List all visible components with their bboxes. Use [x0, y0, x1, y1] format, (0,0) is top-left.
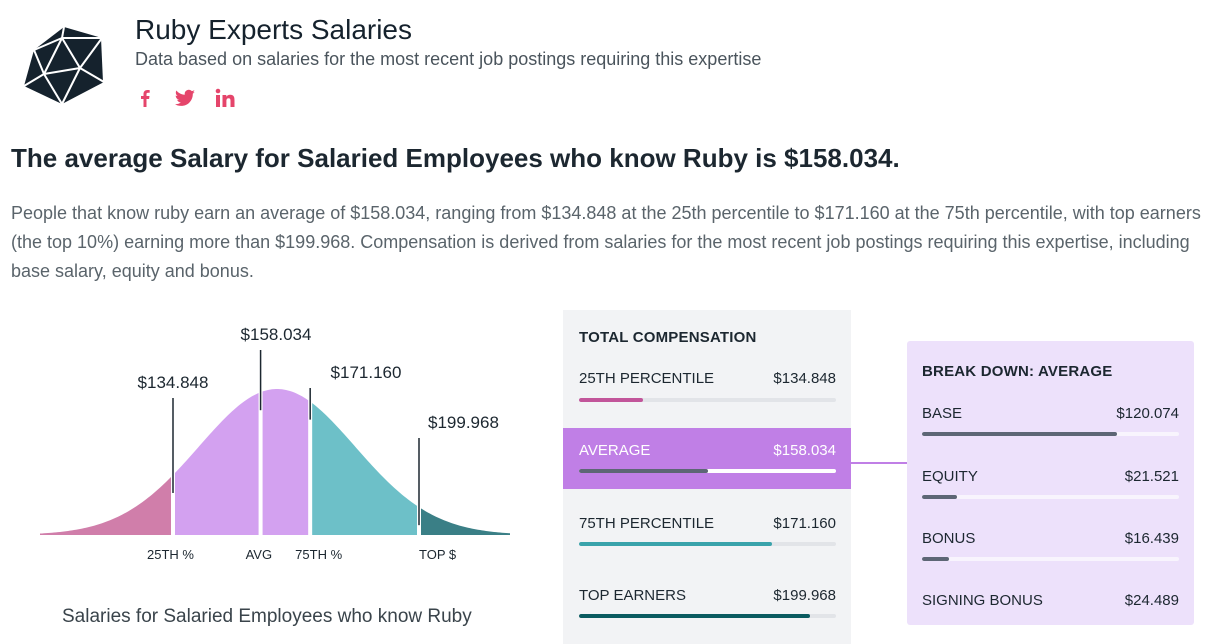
breakdown-row-label: BASE: [922, 405, 963, 422]
breakdown-row-bar-fill: [922, 557, 949, 561]
curve-segment-25th-to-75th: [173, 389, 311, 535]
curve-segment-75th-to-top: [310, 401, 419, 535]
breakdown-row-base: BASE $120.074: [907, 405, 1194, 445]
comp-row-label: 75TH PERCENTILE: [579, 515, 715, 532]
breakdown-row-bar-fill: [922, 495, 957, 499]
linkedin-icon[interactable]: [213, 86, 237, 110]
curve-segment-top: [419, 507, 510, 535]
twitter-icon[interactable]: [173, 86, 197, 110]
marker-value-label: $199.968: [428, 413, 499, 432]
comp-row-value: $171.160: [773, 515, 836, 532]
breakdown-title: BREAK DOWN: AVERAGE: [922, 363, 1113, 380]
breakdown-row-bar: [922, 432, 1179, 436]
comp-row-bar-fill: [579, 614, 811, 618]
total-compensation-panel: TOTAL COMPENSATION 25TH PERCENTILE $134.…: [563, 310, 851, 644]
breakdown-row-label: SIGNING BONUS: [922, 592, 1043, 609]
breakdown-row-bar: [922, 557, 1179, 561]
comp-row-25th-percentile[interactable]: 25TH PERCENTILE $134.848: [563, 370, 851, 430]
marker-category-label: 25TH %: [147, 547, 194, 562]
comp-row-bar-fill: [579, 469, 708, 473]
breakdown-row-signing-bonus: SIGNING BONUS $24.489: [907, 592, 1194, 632]
average-salary-headline: The average Salary for Salaried Employee…: [11, 143, 900, 173]
breakdown-row-value: $120.074: [1116, 405, 1179, 422]
page-subtitle: Data based on salaries for the most rece…: [135, 49, 762, 69]
marker-value-label: $171.160: [331, 363, 402, 382]
social-links: [133, 86, 237, 110]
breakdown-row-label: EQUITY: [922, 468, 978, 485]
salary-description: People that know ruby earn an average of…: [11, 203, 1201, 281]
marker-value-label: $158.034: [241, 325, 312, 344]
breakdown-connector: [851, 462, 908, 464]
breakdown-row-value: $16.439: [1124, 530, 1179, 547]
comp-row-bar-fill: [579, 398, 644, 402]
marker-category-label: AVG: [246, 547, 272, 562]
comp-row-bar: [579, 469, 836, 473]
breakdown-row-label: BONUS: [922, 530, 976, 547]
marker-category-label: 75TH %: [295, 547, 342, 562]
breakdown-row-equity: EQUITY $21.521: [907, 468, 1194, 508]
comp-row-75th-percentile[interactable]: 75TH PERCENTILE $171.160: [563, 515, 851, 575]
ruby-gem-icon: [22, 24, 106, 106]
comp-row-value: $199.968: [773, 587, 836, 604]
breakdown-row-value: $24.489: [1124, 592, 1179, 609]
comp-row-value: $134.848: [773, 370, 836, 387]
comp-row-label: AVERAGE: [579, 442, 651, 459]
page-title: Ruby Experts Salaries: [135, 14, 413, 45]
comp-row-bar-fill: [579, 542, 772, 546]
marker-value-label: $134.848: [138, 373, 209, 392]
comp-row-label: TOP EARNERS: [579, 587, 686, 604]
comp-row-value: $158.034: [773, 442, 836, 459]
comp-row-bar: [579, 542, 836, 546]
comp-row-average[interactable]: AVERAGE $158.034: [563, 428, 851, 489]
chart-caption: Salaries for Salaried Employees who know…: [62, 606, 472, 627]
comp-row-top-earners[interactable]: TOP EARNERS $199.968: [563, 587, 851, 644]
comp-row-bar: [579, 398, 836, 402]
comp-row-label: 25TH PERCENTILE: [579, 370, 715, 387]
salary-distribution-chart: $134.848 25TH % $158.034 AVG $171.160 75TH % $…: [30, 318, 520, 578]
curve-segment-below-25th: [40, 474, 173, 535]
marker-category-label: TOP $: [419, 547, 457, 562]
breakdown-row-value: $21.521: [1124, 468, 1179, 485]
breakdown-row-bar-fill: [922, 432, 1118, 436]
facebook-icon[interactable]: [133, 86, 157, 110]
total-compensation-title: TOTAL COMPENSATION: [579, 329, 757, 346]
comp-row-bar: [579, 614, 836, 618]
breakdown-row-bar: [922, 495, 1179, 499]
breakdown-panel: BREAK DOWN: AVERAGE BASE $120.074 EQUITY…: [907, 341, 1194, 625]
breakdown-row-bonus: BONUS $16.439: [907, 530, 1194, 570]
